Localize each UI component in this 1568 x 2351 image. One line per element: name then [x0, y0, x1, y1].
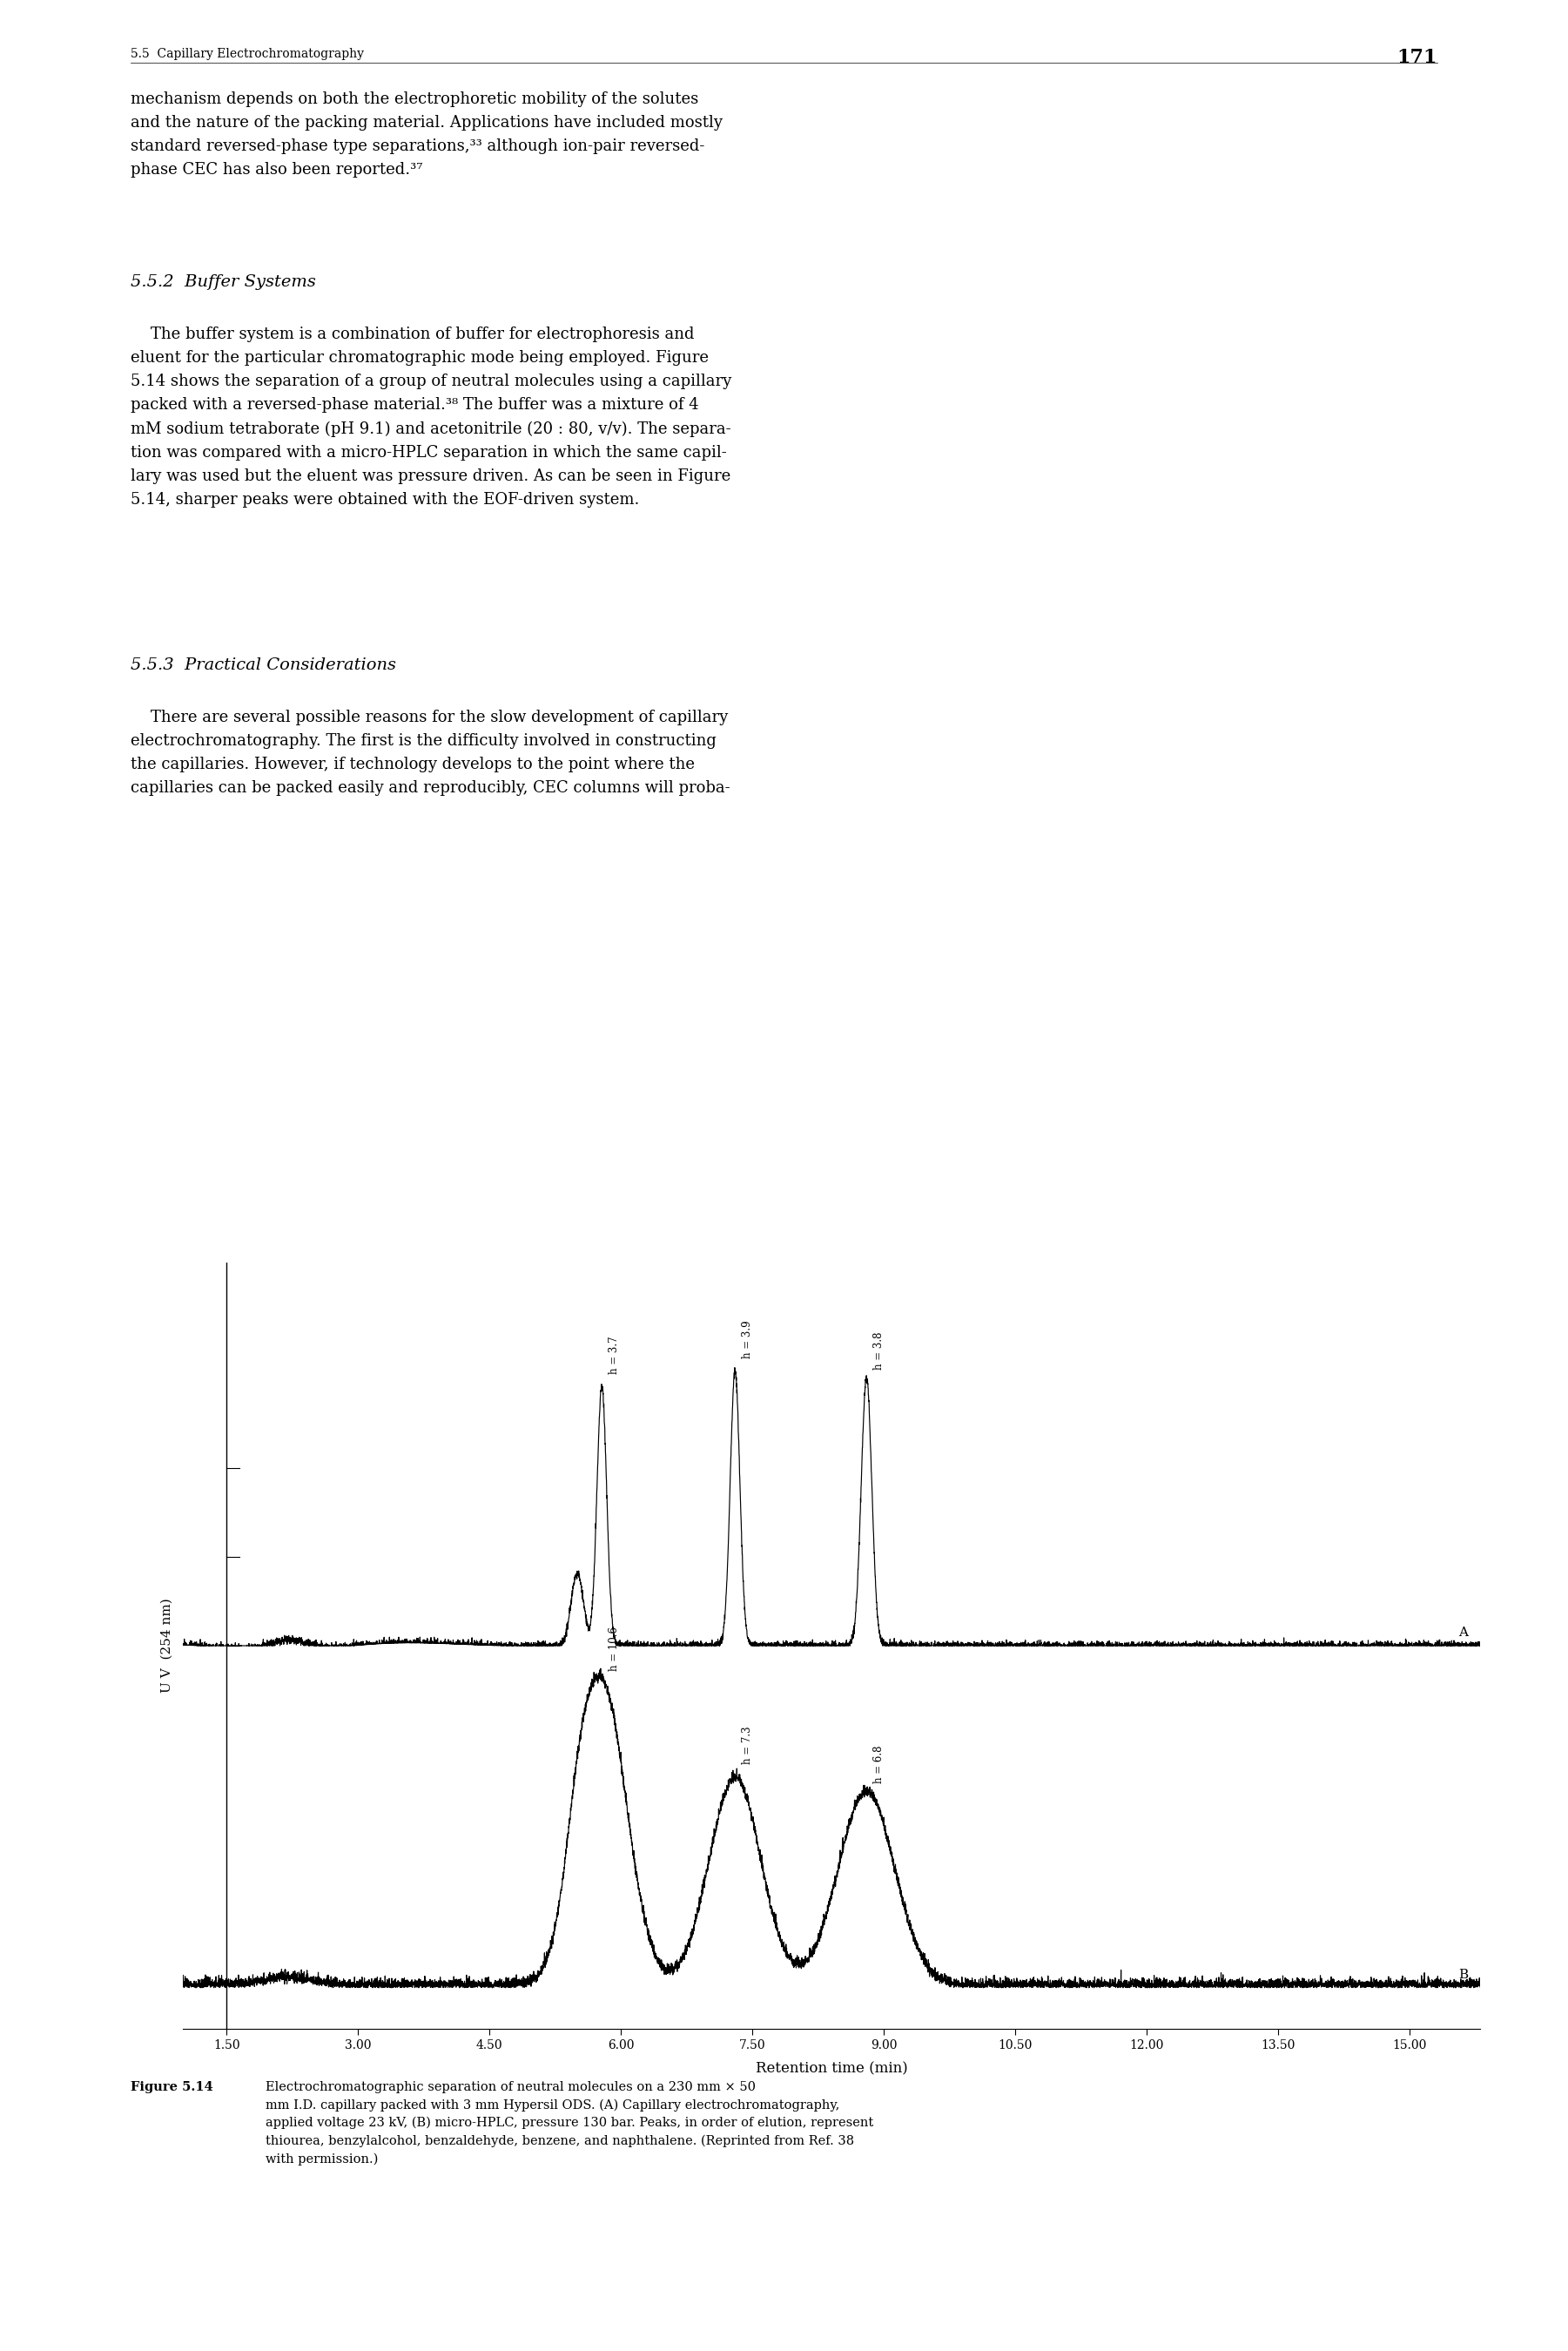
- Text: h = 10.6: h = 10.6: [608, 1627, 619, 1672]
- Text: The buffer system is a combination of buffer for electrophoresis and
eluent for : The buffer system is a combination of bu…: [130, 327, 732, 508]
- Text: There are several possible reasons for the slow development of capillary
electro: There are several possible reasons for t…: [130, 710, 731, 797]
- Text: 5.5.2  Buffer Systems: 5.5.2 Buffer Systems: [130, 275, 315, 289]
- Text: h = 3.9: h = 3.9: [742, 1321, 753, 1359]
- Text: Figure 5.14: Figure 5.14: [130, 2081, 213, 2092]
- Text: 5.5.3  Practical Considerations: 5.5.3 Practical Considerations: [130, 658, 397, 672]
- Text: h = 3.7: h = 3.7: [608, 1335, 619, 1373]
- Text: mechanism depends on both the electrophoretic mobility of the solutes
and the na: mechanism depends on both the electropho…: [130, 92, 723, 179]
- Y-axis label: U V  (254 nm): U V (254 nm): [162, 1599, 172, 1693]
- X-axis label: Retention time (min): Retention time (min): [756, 2062, 908, 2076]
- Text: Electrochromatographic separation of neutral molecules on a 230 mm × 50
mm I.D. : Electrochromatographic separation of neu…: [265, 2081, 873, 2165]
- Text: 171: 171: [1397, 47, 1438, 68]
- Text: B: B: [1458, 1968, 1468, 1982]
- Text: h = 7.3: h = 7.3: [742, 1726, 753, 1763]
- Text: A: A: [1458, 1627, 1468, 1639]
- Text: 5.5  Capillary Electrochromatography: 5.5 Capillary Electrochromatography: [130, 47, 364, 61]
- Text: h = 6.8: h = 6.8: [873, 1744, 884, 1782]
- Text: h = 3.8: h = 3.8: [873, 1333, 884, 1371]
